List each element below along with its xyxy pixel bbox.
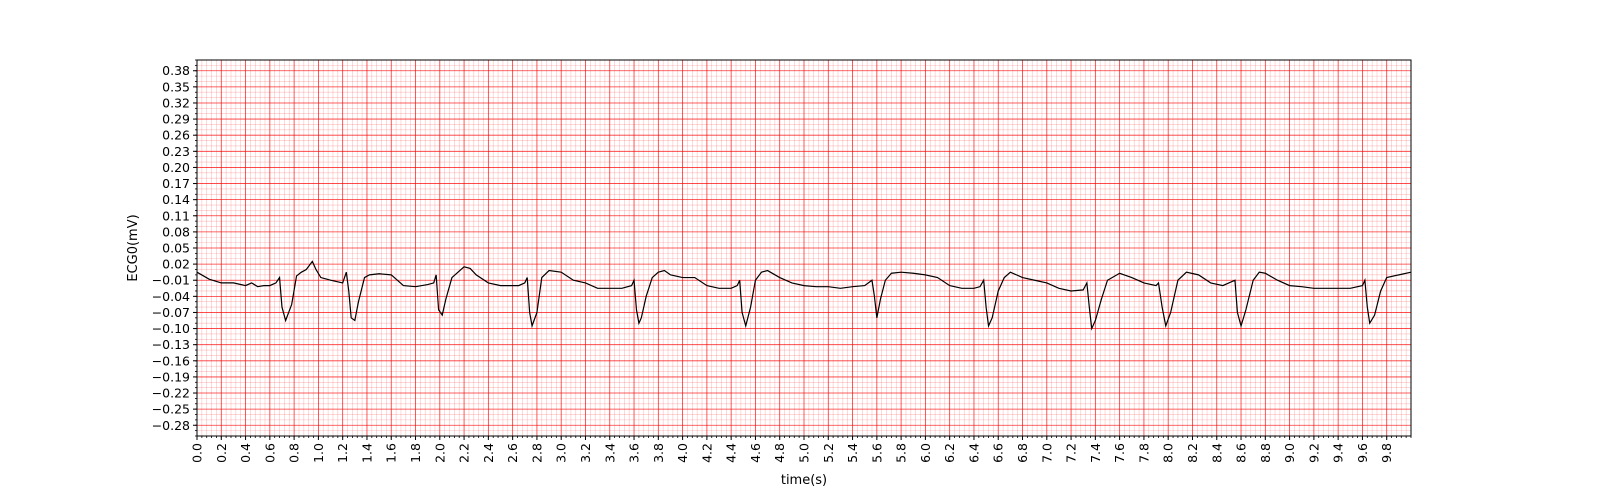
y-tick-label: 0.11 <box>162 208 190 223</box>
y-tick-label: 0.14 <box>162 192 190 207</box>
y-tick-label: −0.19 <box>152 369 190 384</box>
x-tick-label: 1.6 <box>384 443 399 463</box>
x-tick-label: 0.6 <box>262 443 277 463</box>
x-tick-label: 1.2 <box>335 443 350 463</box>
x-tick-label: 0.0 <box>190 443 205 463</box>
y-tick-label: −0.07 <box>152 305 190 320</box>
x-tick-label: 5.8 <box>894 443 909 463</box>
x-tick-label: 2.8 <box>529 443 544 463</box>
y-tick-label: −0.10 <box>152 321 190 336</box>
x-tick-label: 9.4 <box>1331 443 1346 463</box>
y-tick-label: 0.29 <box>162 112 190 127</box>
x-tick-label: 5.0 <box>797 443 812 463</box>
y-tick-label: 0.17 <box>162 176 190 191</box>
major-grid <box>196 60 1412 436</box>
x-tick-label: 6.4 <box>966 443 981 463</box>
x-tick-label: 8.0 <box>1161 443 1176 463</box>
x-tick-label: 2.4 <box>481 443 496 463</box>
x-tick-label: 4.0 <box>675 443 690 463</box>
y-tick-label: 0.20 <box>162 160 190 175</box>
x-tick-label: 6.0 <box>918 443 933 463</box>
y-tick-label: −0.25 <box>152 402 190 417</box>
x-tick-label: 6.2 <box>942 443 957 463</box>
x-tick-label: 2.6 <box>505 443 520 463</box>
x-tick-label: 1.4 <box>359 443 374 463</box>
x-axis-label: time(s) <box>781 473 827 488</box>
x-axis: 0.0 0.2 0.4 0.6 0.8 1.0 1.2 1.4 1.6 1.8 2.0 2.2 2.4 2… <box>190 436 1412 463</box>
y-tick-label: 0.02 <box>162 257 190 272</box>
x-tick-label: 9.6 <box>1355 443 1370 463</box>
y-tick-label: −0.13 <box>152 337 190 352</box>
x-tick-label: 8.4 <box>1209 443 1224 463</box>
x-tick-label: 9.8 <box>1379 443 1394 463</box>
x-tick-label: 6.6 <box>991 443 1006 463</box>
x-tick-label: 9.0 <box>1282 443 1297 463</box>
x-tick-label: 3.6 <box>627 443 642 463</box>
x-tick-label: 8.8 <box>1258 443 1273 463</box>
x-tick-label: 3.0 <box>554 443 569 463</box>
y-axis: 0.380.350.32 0.290.260.230.200.170.140.11… <box>152 59 197 437</box>
x-tick-label: 0.4 <box>238 443 253 463</box>
y-tick-label: 0.26 <box>162 128 190 143</box>
y-tick-label: −0.04 <box>152 289 190 304</box>
x-tick-label: 7.8 <box>1136 443 1151 463</box>
x-tick-label: 1.8 <box>408 443 423 463</box>
y-tick-label: −0.22 <box>152 386 190 401</box>
y-axis-label: ECG0(mV) <box>126 214 141 281</box>
x-tick-label: 7.6 <box>1112 443 1127 463</box>
x-tick-label: 4.8 <box>772 443 787 463</box>
x-tick-label: 4.2 <box>699 443 714 463</box>
x-tick-label: 5.2 <box>821 443 836 463</box>
y-tick-label: 0.38 <box>162 63 190 78</box>
x-tick-label: 0.8 <box>287 443 302 463</box>
x-tick-label: 3.4 <box>602 443 617 463</box>
x-tick-label: 7.2 <box>1064 443 1079 463</box>
x-tick-label: 8.2 <box>1185 443 1200 463</box>
y-tick-label: 0.23 <box>162 144 190 159</box>
x-tick-label: 5.6 <box>869 443 884 463</box>
x-tick-label: 3.8 <box>651 443 666 463</box>
x-tick-label: 0.2 <box>214 443 229 463</box>
x-tick-label: 3.2 <box>578 443 593 463</box>
x-tick-label: 5.4 <box>845 443 860 463</box>
x-tick-label: 4.4 <box>724 443 739 463</box>
y-tick-label: −0.28 <box>152 418 190 433</box>
x-tick-label: 7.0 <box>1039 443 1054 463</box>
x-tick-label: 4.6 <box>748 443 763 463</box>
x-tick-label: 7.4 <box>1088 443 1103 463</box>
x-tick-label: 6.8 <box>1015 443 1030 463</box>
y-tick-label: −0.16 <box>152 353 190 368</box>
y-tick-label: 0.32 <box>162 95 190 110</box>
y-tick-label: 0.35 <box>162 79 190 94</box>
y-tick-label: −0.01 <box>152 273 190 288</box>
y-tick-label: 0.05 <box>162 241 190 256</box>
x-tick-label: 8.6 <box>1234 443 1249 463</box>
x-tick-label: 2.2 <box>457 443 472 463</box>
x-tick-label: 1.0 <box>311 443 326 463</box>
x-tick-label: 9.2 <box>1306 443 1321 463</box>
ecg-series-line <box>196 260 1412 331</box>
x-tick-label: 2.0 <box>432 443 447 463</box>
y-tick-label: 0.08 <box>162 224 190 239</box>
